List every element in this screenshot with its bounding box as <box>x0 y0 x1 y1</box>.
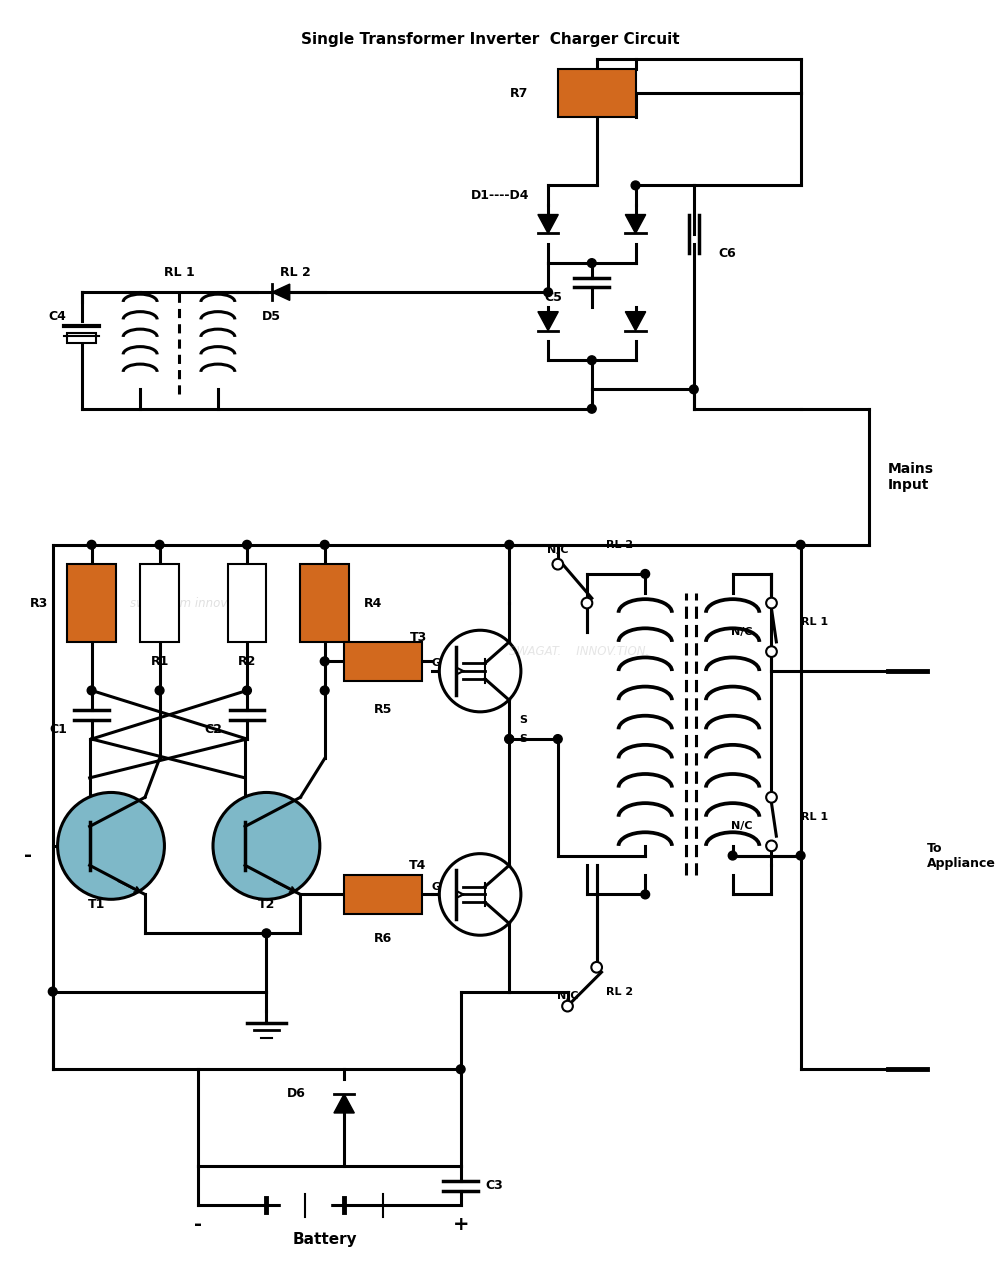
Text: Mains
Input: Mains Input <box>888 462 934 492</box>
Circle shape <box>587 356 596 365</box>
Bar <box>344 875 422 914</box>
Circle shape <box>640 890 650 899</box>
Text: R3: R3 <box>29 596 48 610</box>
Text: G: G <box>432 881 441 891</box>
Circle shape <box>640 569 650 578</box>
Text: -: - <box>24 846 32 865</box>
Bar <box>67 564 116 642</box>
Circle shape <box>766 792 776 803</box>
Text: N/C: N/C <box>557 992 578 1002</box>
Circle shape <box>690 385 698 394</box>
Text: To
Appliance: To Appliance <box>926 842 996 870</box>
Bar <box>344 642 422 681</box>
Circle shape <box>320 657 329 666</box>
Circle shape <box>562 1000 573 1012</box>
Polygon shape <box>625 214 645 233</box>
Circle shape <box>456 1065 465 1074</box>
Circle shape <box>243 686 252 695</box>
Circle shape <box>505 734 514 743</box>
Bar <box>67 333 97 342</box>
Text: S: S <box>519 715 527 724</box>
Circle shape <box>554 734 562 743</box>
Text: swagatam innovat: swagatam innovat <box>131 596 240 610</box>
Text: R4: R4 <box>364 596 382 610</box>
Text: RL 2: RL 2 <box>606 540 633 550</box>
Circle shape <box>439 630 521 711</box>
Circle shape <box>728 851 737 860</box>
Circle shape <box>88 686 96 695</box>
Circle shape <box>155 686 164 695</box>
Text: RL 1: RL 1 <box>801 812 828 822</box>
Text: Single Transformer Inverter  Charger Circuit: Single Transformer Inverter Charger Circ… <box>300 32 679 47</box>
Text: C1: C1 <box>49 723 67 735</box>
Circle shape <box>587 259 596 268</box>
Text: T3: T3 <box>410 630 427 644</box>
Text: RL 1: RL 1 <box>801 618 828 628</box>
Circle shape <box>155 540 164 549</box>
Circle shape <box>243 540 252 549</box>
Text: N/C: N/C <box>547 545 569 554</box>
Text: R2: R2 <box>238 654 256 668</box>
Text: R7: R7 <box>511 86 529 100</box>
Polygon shape <box>625 312 645 331</box>
Circle shape <box>797 540 805 549</box>
Circle shape <box>631 181 639 190</box>
Circle shape <box>582 597 592 609</box>
Text: RL 1: RL 1 <box>163 266 194 279</box>
Text: T4: T4 <box>409 858 427 872</box>
Bar <box>228 564 267 642</box>
Circle shape <box>505 540 514 549</box>
Text: S: S <box>519 734 527 744</box>
Text: D1----D4: D1----D4 <box>470 189 529 202</box>
Text: +: + <box>452 1215 469 1234</box>
Circle shape <box>262 929 271 937</box>
Text: D5: D5 <box>262 309 281 323</box>
Text: RL 2: RL 2 <box>280 266 311 279</box>
Text: -: - <box>194 1215 202 1234</box>
Polygon shape <box>538 312 558 331</box>
Bar <box>140 564 179 642</box>
Circle shape <box>591 962 602 973</box>
Text: C5: C5 <box>545 290 563 303</box>
Text: R6: R6 <box>374 932 392 945</box>
Circle shape <box>88 540 96 549</box>
Circle shape <box>766 647 776 657</box>
Bar <box>558 68 635 118</box>
Text: T2: T2 <box>258 898 275 910</box>
Circle shape <box>797 851 805 860</box>
Polygon shape <box>272 284 290 301</box>
Text: C4: C4 <box>48 309 66 323</box>
Text: G: G <box>432 658 441 668</box>
Bar <box>281 1198 329 1212</box>
Circle shape <box>766 841 776 851</box>
Text: R1: R1 <box>150 654 169 668</box>
Circle shape <box>213 792 320 899</box>
Text: RL 2: RL 2 <box>606 987 633 997</box>
Text: N/C: N/C <box>730 822 752 832</box>
Text: D6: D6 <box>286 1087 305 1101</box>
Text: SWAGAT.    INNOV.TION.: SWAGAT. INNOV.TION. <box>510 645 650 658</box>
Circle shape <box>320 686 329 695</box>
Polygon shape <box>334 1094 354 1113</box>
Circle shape <box>505 734 514 743</box>
Circle shape <box>439 853 521 936</box>
Text: C2: C2 <box>204 723 223 735</box>
Circle shape <box>553 559 563 569</box>
Text: N/C: N/C <box>730 628 752 638</box>
Polygon shape <box>538 214 558 233</box>
Circle shape <box>766 597 776 609</box>
Bar <box>300 564 349 642</box>
Text: T1: T1 <box>88 898 105 910</box>
Circle shape <box>48 988 57 995</box>
Text: Battery: Battery <box>292 1231 357 1246</box>
Text: R5: R5 <box>374 704 392 716</box>
Circle shape <box>57 792 164 899</box>
Circle shape <box>544 288 553 297</box>
Circle shape <box>587 404 596 413</box>
Text: C3: C3 <box>485 1179 502 1192</box>
Text: C6: C6 <box>718 247 736 260</box>
Circle shape <box>320 540 329 549</box>
